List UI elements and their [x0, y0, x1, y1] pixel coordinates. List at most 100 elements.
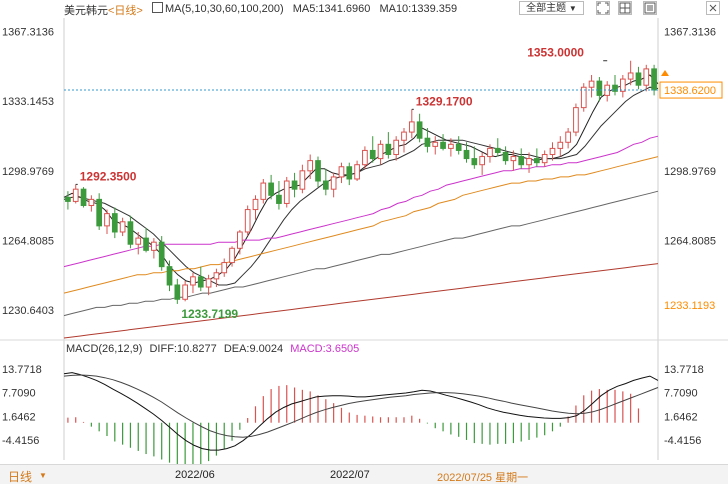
- candle-body: [612, 84, 618, 92]
- candle-body: [588, 80, 595, 88]
- candle-body: [190, 276, 196, 286]
- date-tick-july: 2022/07: [330, 469, 370, 481]
- candle-body: [487, 147, 493, 158]
- y-tick-left: 1367.3136: [2, 27, 54, 39]
- candle-body: [494, 147, 501, 153]
- macd-dea: DEA:9.0024: [223, 343, 284, 355]
- candle-body: [72, 188, 79, 202]
- period-tab[interactable]: <日线>: [108, 5, 143, 17]
- annotation-label: 1292.3500: [80, 169, 137, 183]
- candle-body: [96, 198, 103, 227]
- last-price-label: 1338.6200: [664, 85, 716, 97]
- candle-body: [283, 180, 290, 204]
- candle-body: [65, 196, 71, 202]
- candle-body: [416, 121, 423, 139]
- macd-y-tick-left: 1.6462: [2, 411, 36, 423]
- grid-view-icon[interactable]: [618, 1, 632, 15]
- candle-body: [362, 149, 368, 166]
- candle-body: [424, 137, 431, 147]
- y-tick-left: 1298.9769: [2, 166, 54, 178]
- candle-body: [244, 209, 251, 233]
- candle-body: [229, 247, 235, 264]
- candle-body: [377, 143, 384, 160]
- macd-y-tick-left: 7.7090: [2, 388, 36, 400]
- candle-body: [471, 158, 478, 166]
- period-chevron-icon[interactable]: ▼: [39, 471, 47, 480]
- macd-dea-line: [63, 374, 659, 438]
- candle-body: [401, 131, 407, 141]
- ma-line-ma100: [63, 190, 659, 317]
- candle-body: [182, 284, 188, 300]
- moving-averages: [63, 74, 659, 339]
- last-price-box: [659, 81, 723, 99]
- macd-params: MACD(26,12,9): [66, 343, 143, 355]
- candle-body: [111, 213, 118, 233]
- ma-line-ma200: [63, 263, 659, 339]
- macd-diff: DIFF:10.8277: [149, 343, 217, 355]
- candle-body: [479, 156, 485, 166]
- annotation-label: 1329.1700: [416, 94, 473, 108]
- candle-body: [252, 198, 259, 211]
- candle-body: [408, 121, 415, 133]
- ma-line-ma60: [63, 156, 659, 294]
- candle-body: [643, 68, 650, 86]
- ma-line-ma10: [63, 86, 659, 286]
- candle-body: [369, 149, 376, 160]
- candle-body: [276, 194, 282, 204]
- up-arrow-icon: [661, 70, 669, 77]
- macd-diff-line: [63, 372, 659, 451]
- candle-body: [197, 276, 204, 288]
- date-tick-june: 2022/06: [175, 469, 215, 481]
- macd-legend: MACD(26,12,9) DIFF:10.8277 DEA:9.0024 MA…: [66, 343, 359, 357]
- ma5-value: MA5:1341.6960: [292, 3, 371, 15]
- candle-body: [80, 188, 87, 206]
- candle-body: [88, 198, 95, 206]
- price-overlays: 1338.6200 1233.1193 1292.3500 1233.7199 1329…: [64, 46, 723, 321]
- period-label[interactable]: 日线: [8, 470, 33, 484]
- candle-body: [143, 237, 149, 251]
- y-tick-left: 1264.8085: [2, 236, 54, 248]
- candle-body: [330, 176, 337, 190]
- y-tick-right: 1264.8085: [664, 236, 716, 248]
- theme-dropdown-label: 全部主题: [526, 3, 567, 14]
- candle-body: [299, 170, 306, 190]
- ma-legend: MA(5,10,30,60,100,200) MA5:1341.6960 MA1…: [152, 2, 457, 16]
- candle-body: [354, 164, 360, 180]
- candle-body: [565, 131, 571, 143]
- macd-y-tick-right: 7.7090: [664, 388, 698, 400]
- macd-panel: [63, 372, 659, 469]
- candle-body: [237, 231, 243, 249]
- macd-y-tick-right: 13.7718: [664, 364, 704, 376]
- macd-y-tick-right: 1.6462: [664, 411, 698, 423]
- candle-body: [534, 158, 540, 164]
- candle-body: [291, 180, 298, 190]
- candle-body: [221, 262, 228, 274]
- candle-body: [635, 72, 642, 86]
- macd-y-tick-right: -4.4156: [664, 435, 701, 447]
- close-icon[interactable]: [706, 1, 720, 15]
- candle-body: [135, 237, 142, 245]
- candle-body: [541, 154, 548, 164]
- macd-y-tick-left: -4.4156: [2, 435, 39, 447]
- candle-body: [260, 182, 267, 200]
- candle-body: [151, 241, 157, 251]
- candle-body: [455, 143, 462, 151]
- ma-params: MA(5,10,30,60,100,200): [165, 3, 284, 15]
- ma-settings-icon[interactable]: [152, 2, 163, 13]
- settings-icon[interactable]: [643, 1, 657, 15]
- candle-body: [166, 266, 173, 286]
- candle-body: [315, 160, 321, 182]
- candle-body: [580, 86, 587, 109]
- low-marker-label: 1233.1193: [664, 300, 715, 312]
- candle-body: [338, 166, 345, 178]
- candle-body: [518, 156, 525, 166]
- fullscreen-icon[interactable]: [596, 1, 610, 15]
- candle-body: [104, 213, 110, 227]
- annotation-label: 1353.0000: [527, 46, 584, 60]
- theme-dropdown[interactable]: 全部主题 ▼: [519, 1, 584, 15]
- y-tick-left: 1230.6403: [2, 305, 54, 317]
- candle-body: [573, 107, 579, 133]
- candle-body: [119, 221, 126, 233]
- candle-body: [619, 78, 626, 92]
